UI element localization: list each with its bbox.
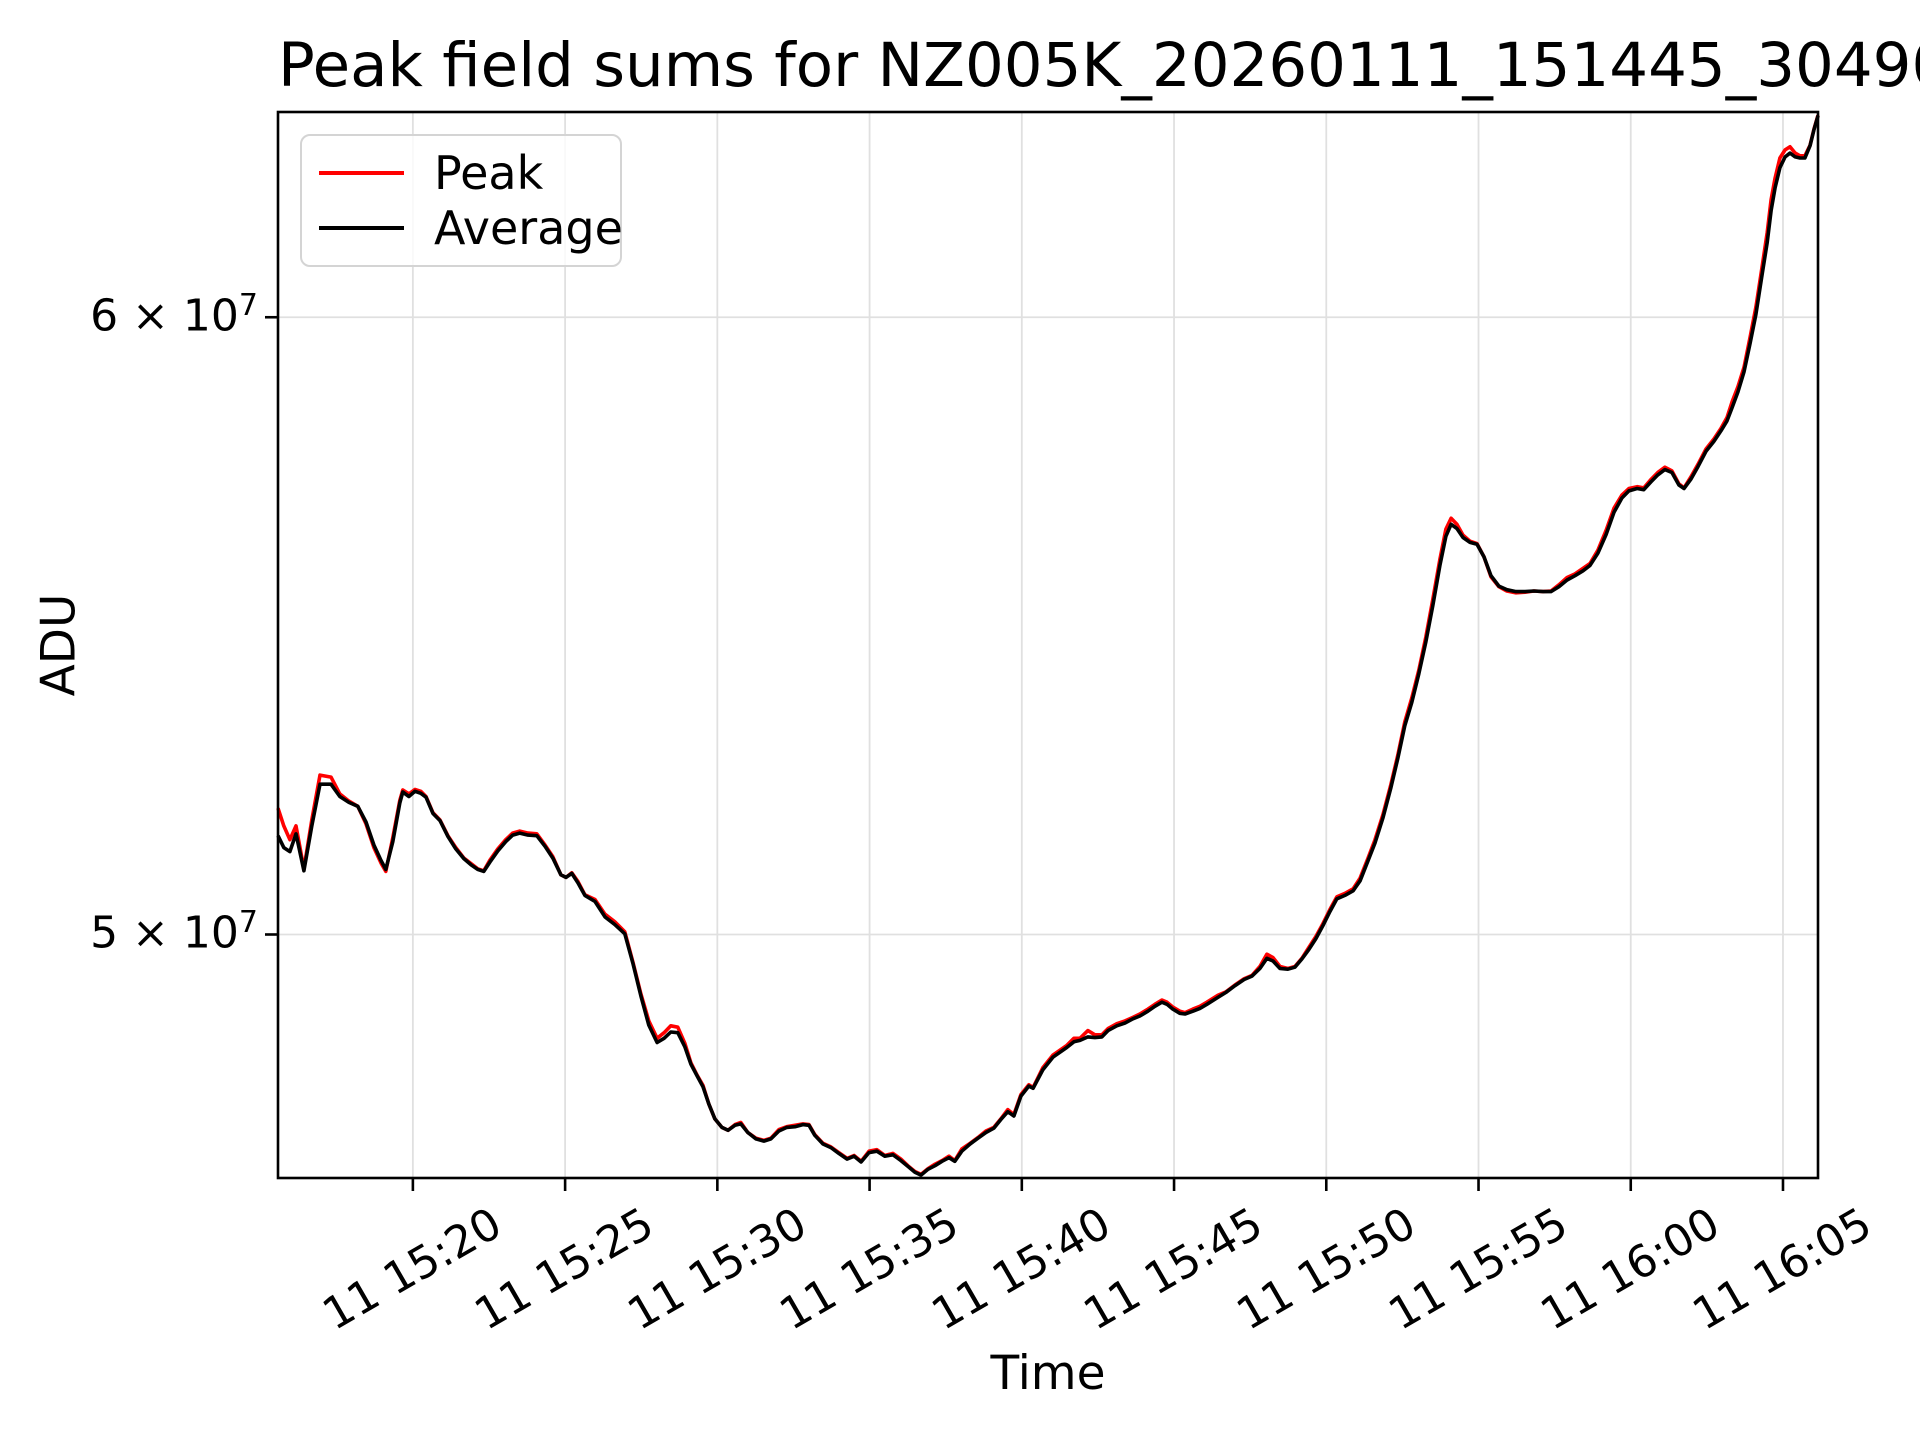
legend: Peak Average [300,134,623,267]
x-axis-label: Time [990,1346,1106,1401]
legend-label-average: Average [434,200,623,255]
average-line-sample-icon [319,225,404,230]
peak-line [276,114,1820,1177]
y-tick-label: 5 × 107 [90,905,258,960]
y-axis-label: ADU [31,593,87,697]
y-tick-label: 6 × 107 [90,288,258,342]
legend-entry-peak: Peak [302,150,620,196]
chart-title: Peak field sums for NZ005K_20260111_1514… [278,30,1920,101]
axes-frame [276,110,1820,1180]
peak-line-sample-icon [319,171,404,176]
legend-label-peak: Peak [434,146,544,201]
legend-entry-average: Average [302,200,623,255]
average-line [276,115,1820,1177]
